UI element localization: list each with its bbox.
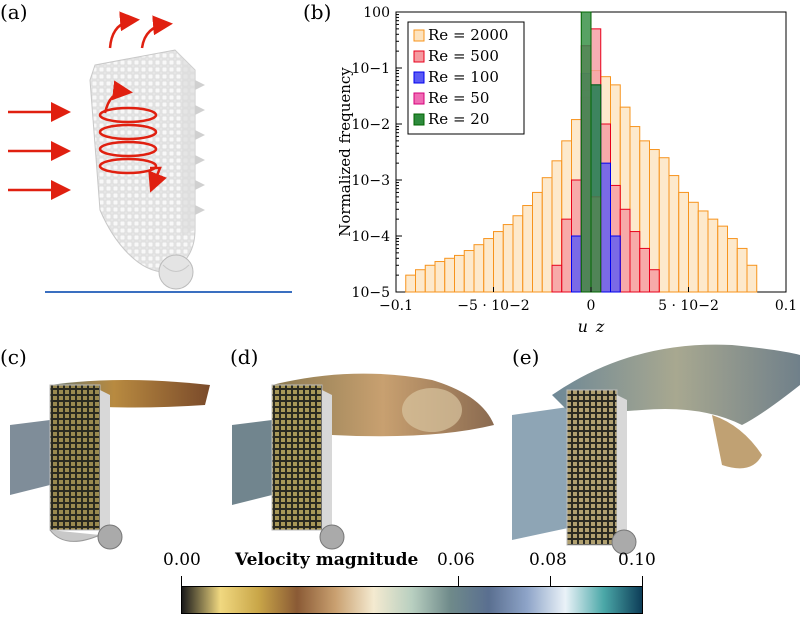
panel-label-d: (d) [230, 345, 259, 369]
histogram-chart: −0.1 −5 · 10−2 0 5 · 10−2 0.1 10−5 10−4 10−3 10−… [336, 5, 797, 335]
flow-render-e [512, 344, 800, 555]
histogram-bar [658, 157, 670, 293]
histogram-bar [454, 254, 465, 293]
x-tick-label: 0 [587, 298, 596, 314]
x-tick-label: 0.1 [775, 298, 797, 314]
histogram-bar [580, 11, 592, 293]
colorbar-tick-label-0: 0.00 [163, 550, 201, 570]
histogram-bar [522, 205, 533, 293]
histogram-bar [532, 191, 543, 293]
x-axis-label: u_z [578, 317, 605, 335]
legend-swatch [413, 29, 425, 42]
histogram-bar [678, 191, 689, 293]
histogram-bar [697, 210, 709, 293]
legend-swatch [413, 71, 425, 84]
histogram-bar [746, 264, 758, 293]
colorbar-tick-0 [181, 576, 182, 586]
legend-label: Re = 500 [428, 47, 499, 65]
panel-label-c: (c) [0, 345, 27, 369]
histogram-bar [619, 208, 631, 293]
histogram-bar [483, 238, 494, 293]
histogram-bar [551, 264, 563, 293]
colorbar-tick-3 [642, 576, 643, 586]
legend-swatch [413, 92, 425, 105]
histogram-bar [571, 235, 582, 293]
colorbar-gradient [181, 586, 643, 614]
colorbar-tick-1 [458, 576, 459, 586]
colorbar-tick-label-3: 0.10 [618, 550, 656, 570]
histogram-bar [415, 269, 426, 293]
histogram-bar [649, 269, 660, 293]
outflow-curl-1 [108, 11, 140, 49]
histogram-bar [707, 218, 719, 293]
legend-frame [407, 21, 525, 135]
flow-render-d [232, 373, 494, 550]
histogram-bar [493, 231, 504, 293]
histogram-bar [610, 235, 621, 293]
legend-label: Re = 2000 [428, 26, 508, 44]
x-tick-label: −0.1 [379, 298, 413, 314]
legend-swatch [413, 50, 425, 63]
colorbar-tick-label-2: 0.08 [529, 550, 567, 570]
histogram-bar [405, 274, 416, 293]
colorbar-title: Velocity magnitude [235, 550, 419, 570]
helix-arrow [98, 80, 167, 193]
x-tick-label: −5 · 10−2 [457, 298, 529, 314]
legend-label: Re = 50 [428, 89, 489, 107]
panel-label-b: (b) [303, 0, 332, 24]
x-tick-label: 5 · 10−2 [658, 298, 719, 314]
histogram-bar [717, 225, 728, 293]
colorbar-tick-2 [550, 576, 551, 586]
histogram-bar [434, 261, 446, 293]
histogram-bar [424, 264, 436, 293]
outflow-curl-2 [140, 15, 173, 49]
panel-label-a: (a) [0, 0, 28, 24]
flow-render-c [10, 380, 210, 550]
histogram-bar [600, 162, 611, 293]
histogram-bar [629, 231, 641, 293]
histogram-bar [561, 218, 572, 293]
histogram-bar [688, 201, 699, 293]
histogram-bar [473, 244, 485, 293]
legend-label: Re = 100 [428, 68, 499, 86]
histogram-bar [502, 224, 514, 293]
histogram-bar [736, 247, 748, 293]
y-tick-label: 10−3 [352, 173, 390, 189]
y-tick-label: 10−5 [352, 285, 390, 301]
y-tick-label: 100 [363, 5, 390, 21]
legend-swatch [413, 113, 425, 126]
colorbar-tick-label-1: 0.06 [437, 550, 475, 570]
histogram-bar [668, 175, 680, 293]
y-tick-label: 10−1 [352, 61, 390, 77]
y-tick-label: 10−4 [352, 229, 391, 245]
panel-a-schematic [8, 11, 292, 293]
panel-label-e: (e) [512, 345, 540, 369]
histogram-bar [444, 257, 455, 293]
y-tick-label: 10−2 [352, 117, 390, 133]
histogram-bar [727, 238, 738, 293]
histogram-bar [512, 215, 524, 293]
histogram-bar [639, 247, 650, 293]
legend-label: Re = 20 [428, 110, 489, 128]
histogram-bar [541, 177, 553, 293]
histogram-bar [590, 84, 602, 293]
y-axis-label: Normalized frequency [336, 67, 354, 237]
histogram-bar [463, 250, 475, 293]
